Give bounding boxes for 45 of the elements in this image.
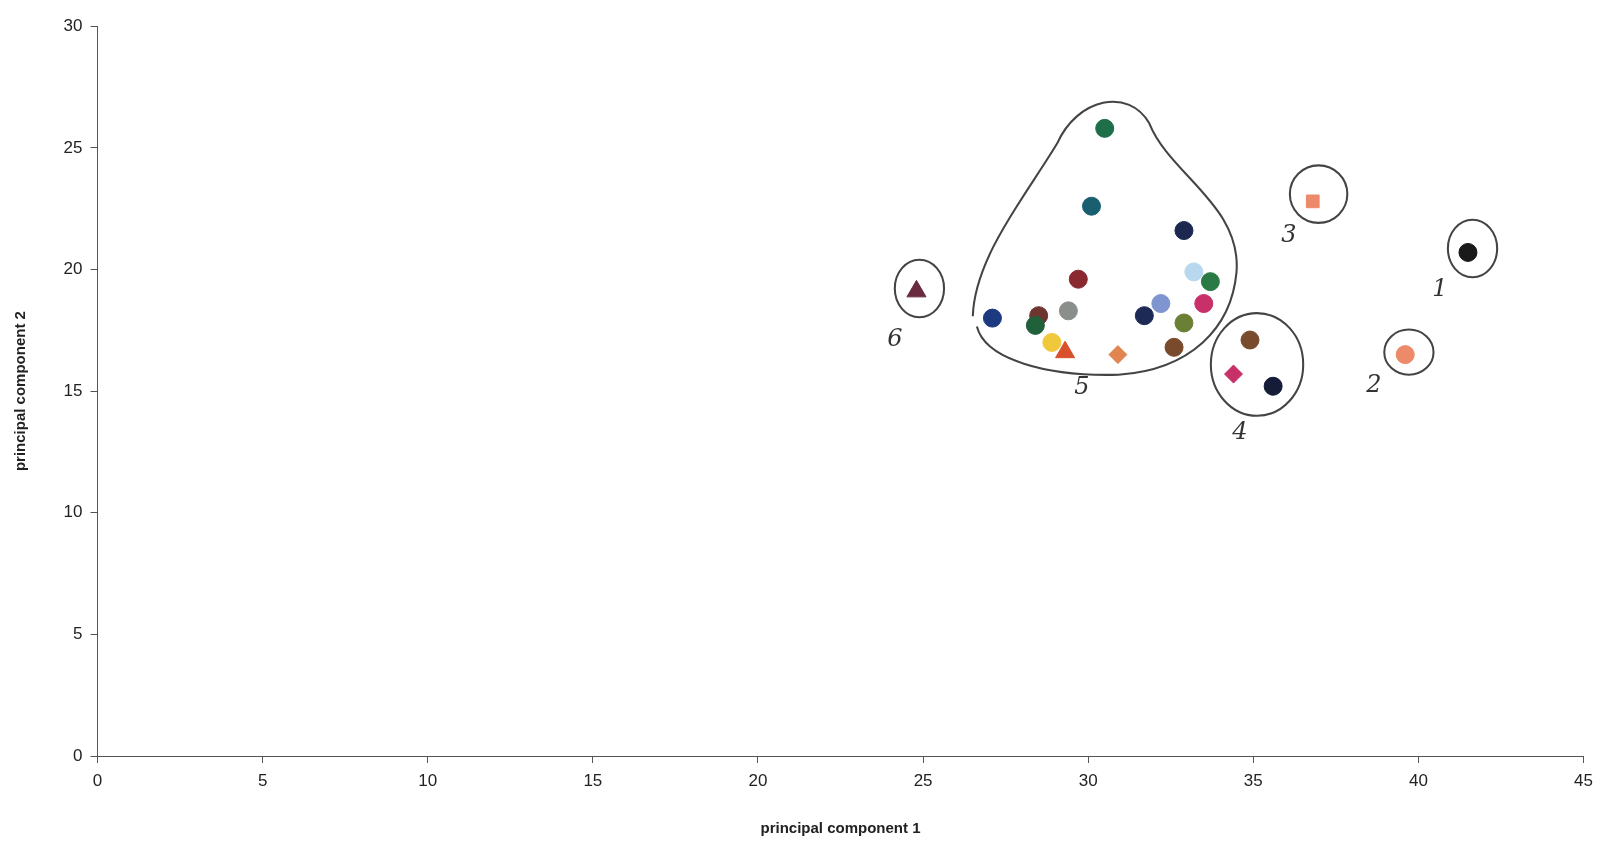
y-tick-label: 20 [63,259,83,279]
annotation: 1 [1432,274,1448,303]
point [1174,313,1194,333]
point [1042,332,1062,352]
point [1068,269,1088,289]
point [1025,315,1045,335]
point [1305,194,1320,209]
point [1164,337,1184,357]
annotation: 2 [1365,370,1382,399]
point [1082,196,1101,216]
y-axis-title: principal component 2 [11,311,29,472]
y-tick-label: 10 [63,502,83,522]
point [1194,294,1214,314]
x-tick-label: 15 [583,770,603,790]
point [1095,118,1115,138]
x-tick-label: 40 [1408,770,1428,790]
point [1134,306,1154,326]
point [1240,330,1260,350]
y-tick-label: 5 [73,624,83,644]
point [1108,345,1128,365]
point [1224,364,1243,384]
x-tick-label: 20 [748,770,768,790]
annotation: 5 [1074,372,1090,401]
point [1263,376,1283,396]
x-tick-label: 10 [418,770,438,790]
x-tick-label: 0 [92,770,103,790]
x-tick-label: 25 [913,770,933,790]
point [1174,221,1194,241]
y-tick-label: 0 [73,745,83,765]
annotation: 3 [1281,220,1297,249]
point [982,308,1002,328]
annotation: 4 [1231,417,1248,446]
x-tick-label: 45 [1574,770,1594,790]
x-axis-title: principal component 1 [760,819,921,837]
x-tick-label: 30 [1078,770,1098,790]
y-tick-label: 15 [63,380,83,400]
y-tick-label: 30 [63,15,83,35]
y-tick-label: 25 [63,137,83,157]
point [1200,272,1220,292]
annotation: 6 [887,324,903,353]
x-tick-label: 35 [1243,770,1263,790]
point [1151,294,1171,314]
point [1184,262,1204,282]
point [1058,301,1078,321]
x-tick-label: 5 [257,770,268,790]
